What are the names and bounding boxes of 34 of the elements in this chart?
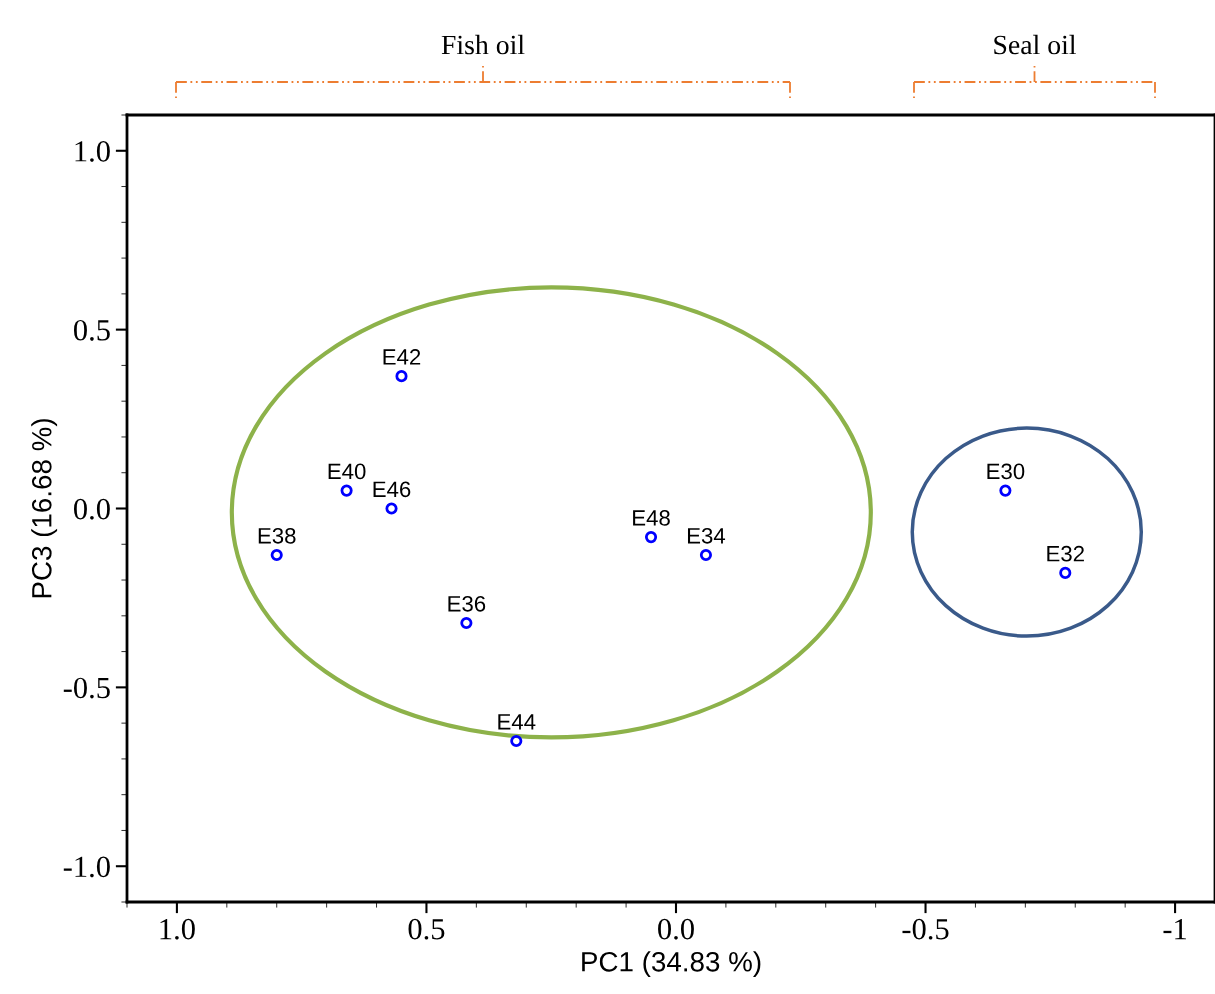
point xyxy=(395,370,408,383)
point xyxy=(699,548,712,562)
point xyxy=(1059,566,1072,579)
y-tick-label: 1.0 xyxy=(75,141,110,162)
y-tick-label: 0.0 xyxy=(74,498,110,520)
text: Fish oil xyxy=(441,34,525,55)
x-axis-title: PC1 (34.83 %) xyxy=(582,951,761,978)
point xyxy=(644,531,658,544)
point xyxy=(999,484,1012,497)
series-label: E48 xyxy=(633,510,670,526)
point xyxy=(340,484,353,497)
series-label: E32 xyxy=(1047,545,1084,562)
series-label: E34 xyxy=(687,527,726,544)
x-tick-label: 1.0 xyxy=(160,918,195,940)
text: Seal oil xyxy=(994,34,1076,55)
series-label: E44 xyxy=(498,714,536,730)
series-label: E40 xyxy=(328,463,366,480)
y-tick-label: -1.0 xyxy=(63,856,110,878)
series-label: E30 xyxy=(987,463,1025,480)
x-tick-label: 0.5 xyxy=(408,918,445,940)
point xyxy=(510,734,523,748)
series-label: E38 xyxy=(258,527,296,544)
series-label: E42 xyxy=(383,349,421,365)
y-axis-title: PC3 (16.68 %) xyxy=(31,419,58,598)
series-label: E36 xyxy=(448,595,486,612)
x-tick-label: 0.0 xyxy=(658,918,694,940)
point xyxy=(385,502,398,515)
y-tick-label: 0.5 xyxy=(74,319,110,341)
point xyxy=(460,616,473,630)
point xyxy=(270,548,283,562)
series-label: E46 xyxy=(373,481,411,498)
x-tick-label: -1 xyxy=(1163,919,1186,940)
y-tick-label: -0.5 xyxy=(63,677,110,699)
x-tick-label: -0.5 xyxy=(902,918,949,940)
